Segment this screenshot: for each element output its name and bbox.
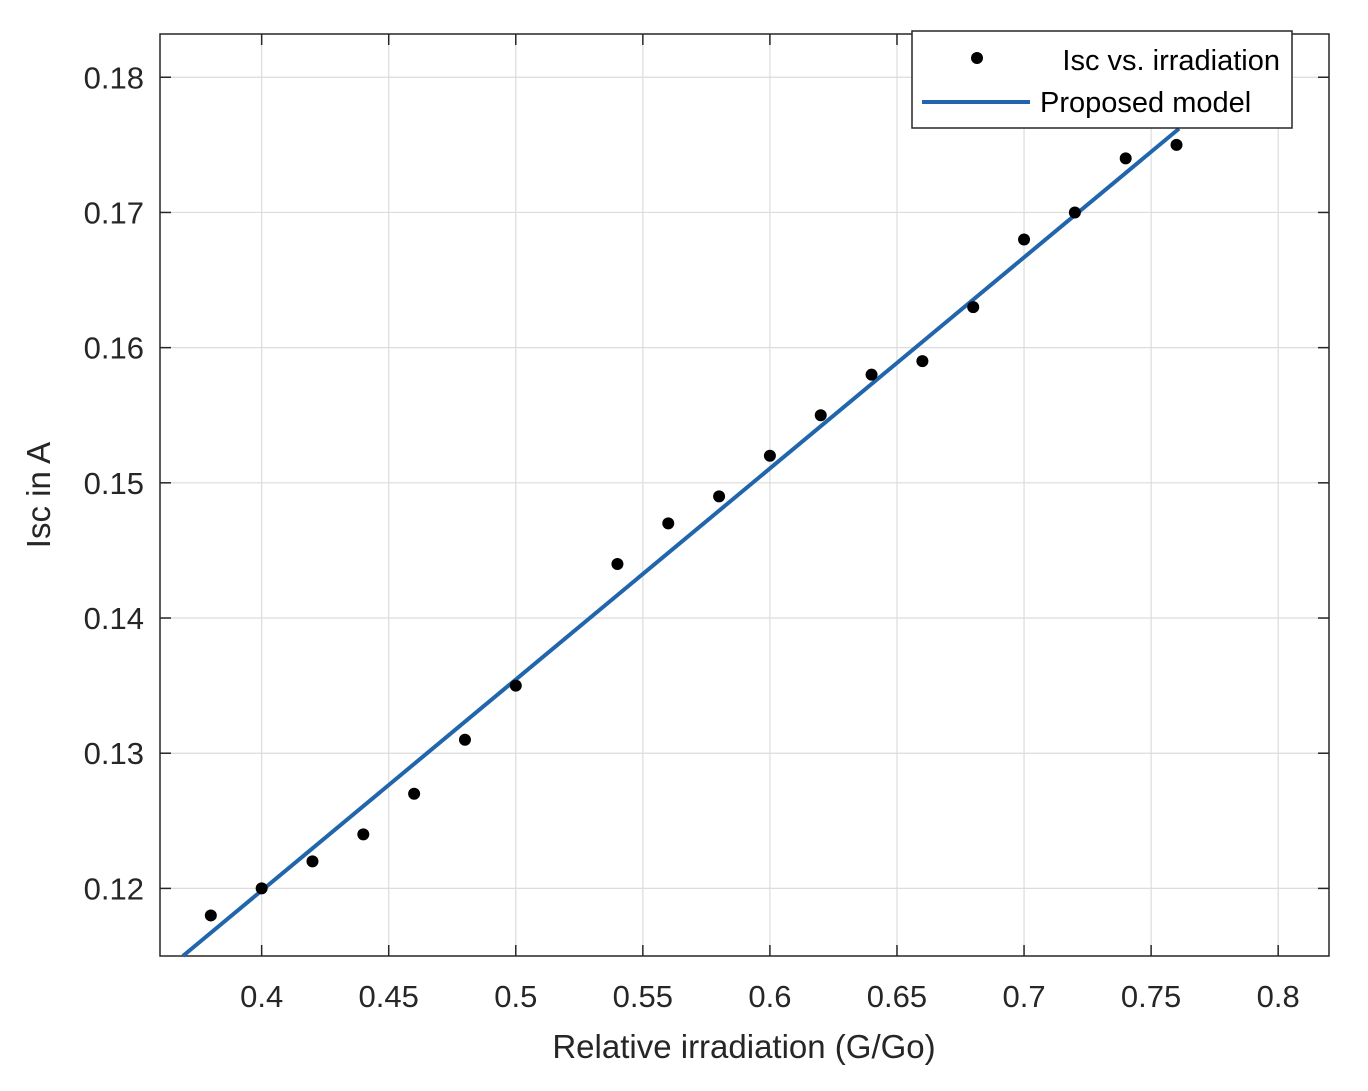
x-tick-label: 0.6 <box>748 979 791 1014</box>
axes-box <box>159 33 1330 957</box>
legend-box <box>911 30 1293 129</box>
series <box>181 127 1183 958</box>
data-point <box>357 828 370 841</box>
data-point <box>509 679 522 692</box>
data-point <box>814 409 827 422</box>
model-line <box>181 127 1181 958</box>
legend-label-line: Proposed model <box>1040 87 1251 119</box>
x-tick-label: 0.8 <box>1257 979 1300 1014</box>
x-tick-label: 0.5 <box>494 979 537 1014</box>
data-point <box>408 787 421 800</box>
data-point <box>713 490 726 503</box>
data-point <box>611 557 624 570</box>
axes: 0.4 0.45 0.5 0.55 0.6 0.65 0.7 0.75 0.8 0.12 0.13 0… <box>84 33 1330 1014</box>
data-point <box>204 909 217 922</box>
data-point <box>1068 206 1081 219</box>
legend: Isc vs. irradiation Proposed model <box>911 30 1293 129</box>
data-point <box>865 368 878 381</box>
y-tick-label: 0.15 <box>84 466 144 501</box>
data-point <box>1119 152 1132 165</box>
data-point <box>1170 138 1183 151</box>
legend-label-scatter: Isc vs. irradiation <box>1062 45 1280 77</box>
grid <box>160 34 1329 956</box>
y-tick-label: 0.18 <box>84 60 144 95</box>
y-tick-label: 0.13 <box>84 736 144 771</box>
data-point <box>255 882 268 895</box>
x-tick-label: 0.4 <box>240 979 283 1014</box>
y-tick-label: 0.16 <box>84 331 144 366</box>
data-point <box>967 301 980 314</box>
x-axis-label: Relative irradiation (G/Go) <box>552 1028 935 1065</box>
data-point <box>458 733 471 746</box>
y-tick-label: 0.14 <box>84 601 144 636</box>
data-point <box>662 517 675 530</box>
x-tick-label: 0.65 <box>867 979 927 1014</box>
x-tick-label: 0.55 <box>613 979 673 1014</box>
x-tick-label: 0.75 <box>1121 979 1181 1014</box>
y-axis-label: Isc in A <box>20 442 57 548</box>
y-tick-label: 0.12 <box>84 871 144 906</box>
legend-marker-scatter <box>971 52 983 64</box>
data-point <box>916 355 929 368</box>
data-point <box>306 855 319 868</box>
y-tick-label: 0.17 <box>84 195 144 230</box>
data-point <box>1018 233 1031 246</box>
data-point <box>763 449 776 462</box>
plot-area <box>160 34 1329 956</box>
x-tick-label: 0.7 <box>1002 979 1045 1014</box>
x-tick-label: 0.45 <box>359 979 419 1014</box>
